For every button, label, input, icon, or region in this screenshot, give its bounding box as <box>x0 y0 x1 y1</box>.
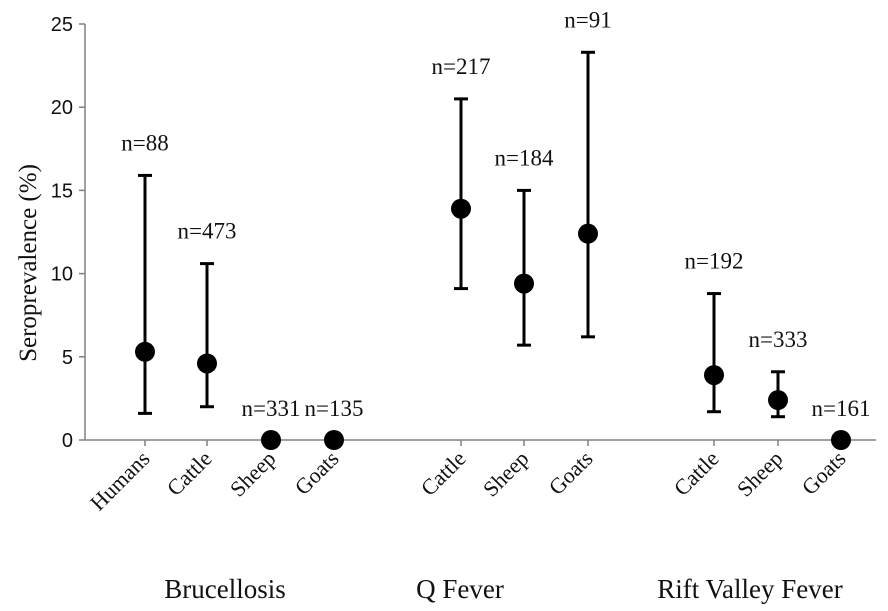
category-label: Goats <box>290 446 344 500</box>
category-label: Goats <box>797 446 851 500</box>
data-point <box>261 430 281 450</box>
data-marks <box>135 50 851 450</box>
sample-size-label: n=192 <box>685 249 744 274</box>
sample-size-label: n=331 <box>242 396 301 421</box>
sample-size-label: n=161 <box>812 396 871 421</box>
category-label: Cattle <box>162 446 217 501</box>
category-label: Cattle <box>416 446 471 501</box>
sample-size-label: n=91 <box>564 7 611 32</box>
sample-size-label: n=184 <box>495 145 554 170</box>
sample-size-label: n=473 <box>178 219 237 244</box>
data-point-group <box>831 430 851 450</box>
y-tick-label: 15 <box>51 180 73 202</box>
data-point-group <box>451 97 471 291</box>
data-point-group <box>704 292 724 414</box>
data-point-group <box>578 50 598 339</box>
data-point <box>197 353 217 374</box>
data-point <box>704 365 724 386</box>
category-label: Goats <box>544 446 598 500</box>
group-label: Q Fever <box>416 574 504 604</box>
sample-size-label: n=333 <box>749 327 808 352</box>
labels: n=88 Humans n=473 Cattle n=331 Sheep n=135 Goat… <box>85 7 870 604</box>
data-point <box>451 198 471 219</box>
data-point-group <box>514 188 534 347</box>
category-label: Cattle <box>669 446 724 501</box>
y-axis-title: Seroprevalence (%) <box>15 164 42 362</box>
data-point <box>514 273 534 294</box>
data-point <box>578 223 598 244</box>
y-tick-label: 10 <box>51 264 73 286</box>
sample-size-label: n=88 <box>121 130 168 155</box>
category-label: Sheep <box>478 446 534 502</box>
category-label: Sheep <box>732 446 788 502</box>
y-tick-label: 20 <box>51 97 73 119</box>
data-point-group <box>324 430 344 450</box>
data-point-group <box>768 370 788 419</box>
axes: 0 5 10 15 20 25 <box>51 14 876 452</box>
data-point <box>135 341 155 362</box>
data-point-group <box>197 262 217 409</box>
data-point-group <box>261 430 281 450</box>
y-tick-label: 0 <box>62 430 73 452</box>
category-label: Humans <box>85 446 155 516</box>
group-label: Brucellosis <box>164 574 286 604</box>
data-point <box>831 430 851 450</box>
data-point-group <box>135 173 155 415</box>
group-label: Rift Valley Fever <box>657 574 842 604</box>
category-label: Sheep <box>225 446 281 502</box>
sample-size-label: n=135 <box>305 396 364 421</box>
data-point <box>324 430 344 450</box>
y-tick-label: 25 <box>51 14 73 36</box>
data-point <box>768 390 788 411</box>
sample-size-label: n=217 <box>432 54 491 79</box>
y-tick-label: 5 <box>62 347 73 369</box>
